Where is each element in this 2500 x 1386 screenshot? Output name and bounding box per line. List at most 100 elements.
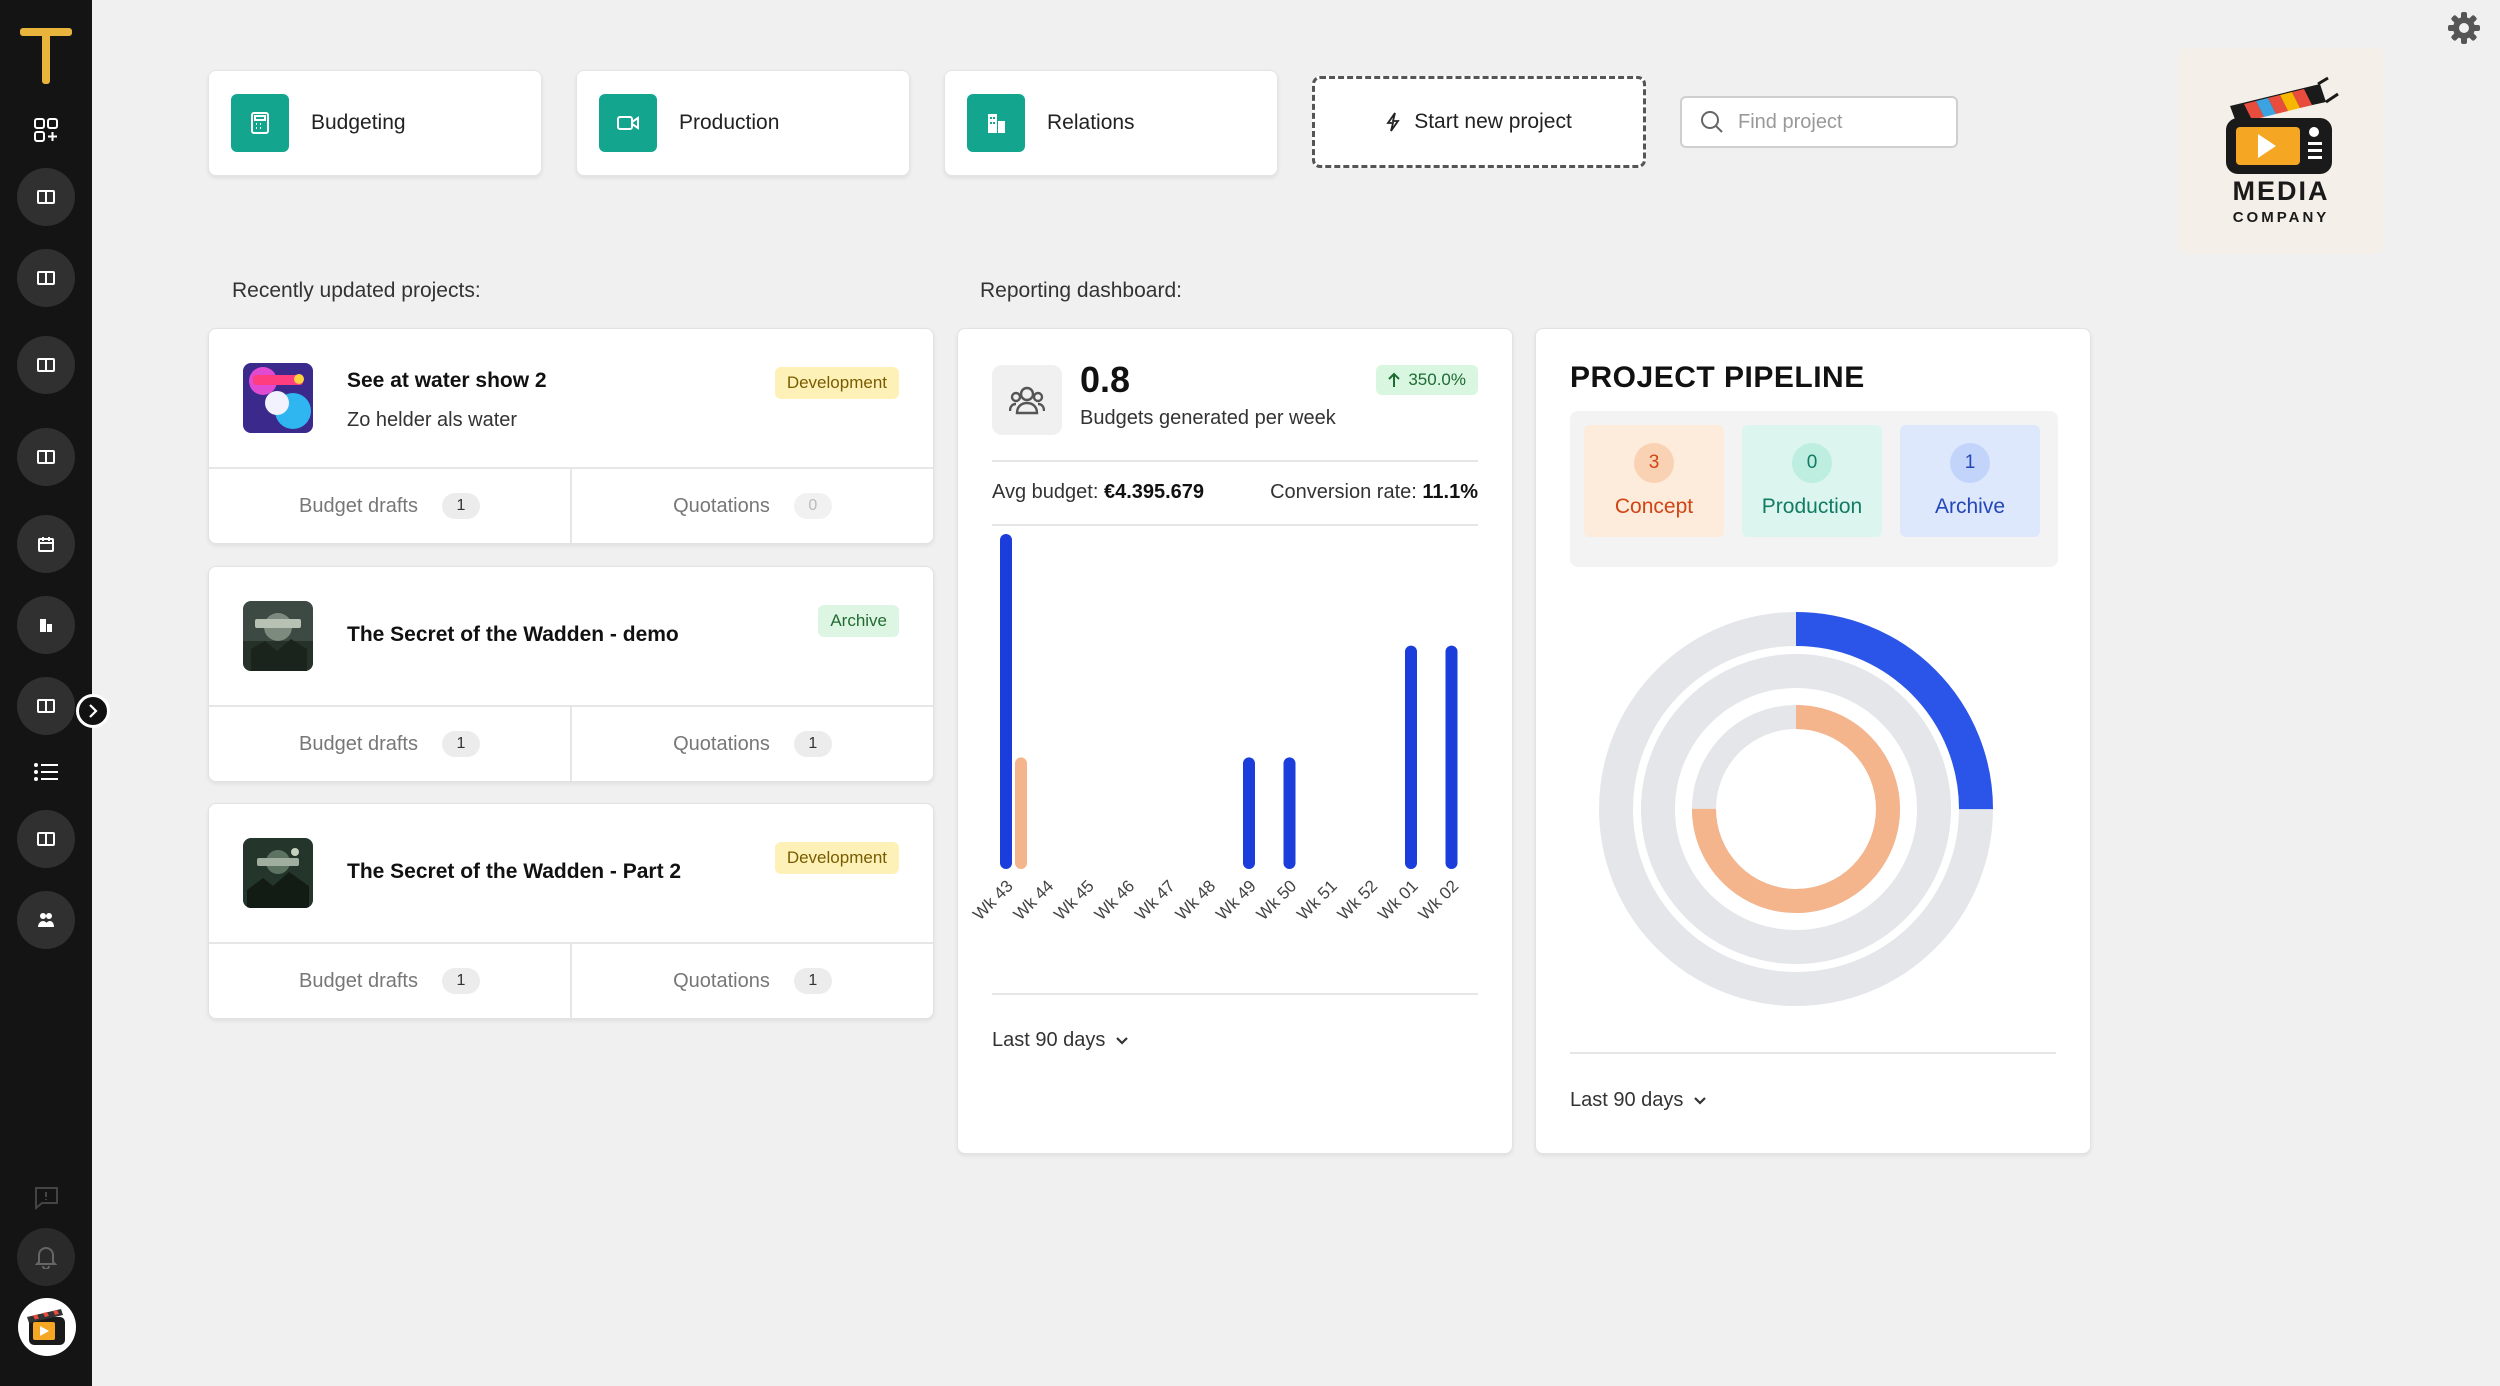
stage-count: 0	[1792, 443, 1832, 483]
user-avatar[interactable]	[18, 1298, 76, 1356]
x-tick-label: Wk 51	[1293, 876, 1341, 924]
search-input[interactable]	[1738, 110, 1938, 134]
chat-icon[interactable]	[26, 1178, 66, 1218]
nav-label-budgeting: Budgeting	[311, 111, 406, 134]
conversion-rate: Conversion rate: 11.1%	[1270, 481, 1478, 504]
stage-label: Concept	[1614, 495, 1694, 518]
building-icon	[967, 94, 1025, 152]
quotations-count: 1	[793, 731, 832, 757]
avg-budget-value: €4.395.679	[1103, 481, 1205, 503]
status-badge: Development	[774, 367, 899, 399]
bar-wk-43-series-1	[1015, 757, 1027, 869]
quotations-link[interactable]: Quotations 1	[570, 944, 933, 1018]
x-tick-label: Wk 50	[1253, 876, 1301, 924]
donut-arc-archive	[1599, 612, 1993, 1006]
list-icon[interactable]	[26, 752, 66, 792]
reporting-period-dropdown[interactable]: Last 90 days	[992, 1029, 1129, 1052]
project-nav-icon-6[interactable]	[17, 810, 75, 868]
budget-drafts-link[interactable]: Budget drafts 1	[209, 944, 570, 1018]
company-logo: MEDIA COMPANY	[2178, 48, 2384, 254]
x-tick-label: Wk 46	[1091, 876, 1139, 924]
x-tick-label: Wk 52	[1334, 876, 1382, 924]
calendar-icon[interactable]	[17, 515, 75, 573]
project-thumbnail	[243, 601, 313, 671]
find-project-search[interactable]	[1680, 96, 1958, 148]
nav-card-budgeting[interactable]: Budgeting	[208, 70, 542, 176]
x-tick-label: Wk 49	[1212, 876, 1260, 924]
start-new-project-button[interactable]: Start new project	[1312, 76, 1646, 168]
project-nav-icon-3[interactable]	[17, 336, 75, 394]
company-name: MEDIA	[2232, 176, 2330, 206]
app-logo[interactable]	[16, 26, 76, 86]
stage-archive[interactable]: 1 Archive	[1900, 425, 2040, 537]
notifications-bell-icon[interactable]	[17, 1228, 75, 1286]
quotations-label: Quotations	[673, 494, 770, 517]
nav-card-relations[interactable]: Relations	[944, 70, 1278, 176]
dashboard-icon[interactable]	[26, 110, 66, 150]
growth-badge: 350.0%	[1376, 365, 1478, 395]
bar-wk-50-series-0	[1283, 757, 1296, 869]
quotations-link[interactable]: Quotations 1	[570, 707, 933, 781]
stage-count: 1	[1950, 443, 1990, 483]
project-subtitle: Zo helder als water	[347, 409, 518, 431]
search-icon	[1701, 111, 1723, 133]
project-pipeline-card: PROJECT PIPELINE 3 Concept 0 Production …	[1535, 328, 2091, 1154]
avg-budget-label: Avg budget:	[992, 481, 1099, 503]
stage-concept[interactable]: 3 Concept	[1584, 425, 1724, 537]
bar-wk-01-series-0	[1405, 645, 1417, 869]
sidebar-toggle-button[interactable]	[76, 694, 110, 728]
project-nav-icon-2[interactable]	[17, 249, 75, 307]
arrow-up-icon	[1388, 372, 1401, 387]
divider	[992, 460, 1478, 462]
bar-wk-02-series-0	[1445, 645, 1458, 869]
project-nav-icon-4[interactable]	[17, 428, 75, 486]
budget-drafts-label: Budget drafts	[299, 732, 418, 755]
period-label: Last 90 days	[992, 1029, 1106, 1051]
budget-drafts-count: 1	[441, 493, 480, 519]
users-icon[interactable]	[17, 891, 75, 949]
company-subtitle: COMPANY	[2232, 209, 2330, 226]
nav-card-production[interactable]: Production	[576, 70, 910, 176]
video-camera-icon	[599, 94, 657, 152]
pipeline-period-dropdown[interactable]: Last 90 days	[1570, 1089, 1707, 1112]
users-group-icon	[992, 365, 1062, 435]
project-nav-icon-5[interactable]	[17, 677, 75, 735]
nav-label-relations: Relations	[1047, 111, 1135, 134]
budget-drafts-count: 1	[441, 731, 480, 757]
divider	[992, 993, 1478, 995]
project-card[interactable]: See at water show 2 Zo helder als water …	[208, 328, 934, 544]
settings-gear-icon[interactable]	[2446, 10, 2482, 46]
conversion-rate-label: Conversion rate:	[1270, 481, 1417, 503]
budget-drafts-count: 1	[441, 968, 480, 994]
reporting-card: 0.8 Budgets generated per week 350.0% Av…	[957, 328, 1513, 1154]
x-tick-label: Wk 45	[1050, 876, 1098, 924]
growth-value: 350.0%	[1408, 370, 1466, 389]
project-title: The Secret of the Wadden - Part 2	[347, 860, 682, 883]
quotations-link[interactable]: Quotations 0	[570, 469, 933, 543]
chevron-down-icon	[1116, 1036, 1129, 1045]
project-card[interactable]: The Secret of the Wadden - demo Archive …	[208, 566, 934, 782]
avg-budget: Avg budget: €4.395.679	[992, 481, 1204, 504]
project-card[interactable]: The Secret of the Wadden - Part 2 Develo…	[208, 803, 934, 1019]
stage-count: 3	[1634, 443, 1674, 483]
budget-drafts-link[interactable]: Budget drafts 1	[209, 707, 570, 781]
project-title: See at water show 2	[347, 369, 547, 392]
chevron-down-icon	[1694, 1096, 1707, 1105]
budgets-per-week-value: 0.8	[1080, 359, 1131, 400]
conversion-rate-value: 11.1%	[1422, 481, 1478, 503]
sidebar	[0, 0, 110, 1386]
quotations-label: Quotations	[673, 969, 770, 992]
divider	[1570, 1052, 2056, 1054]
budgets-per-week-label: Budgets generated per week	[1080, 407, 1336, 429]
budget-drafts-link[interactable]: Budget drafts 1	[209, 469, 570, 543]
nav-label-production: Production	[679, 111, 780, 134]
status-badge: Archive	[818, 605, 899, 637]
relations-icon[interactable]	[17, 596, 75, 654]
x-tick-label: Wk 43	[969, 876, 1017, 924]
donut-arc-concept	[1692, 705, 1900, 913]
stage-production[interactable]: 0 Production	[1742, 425, 1882, 537]
status-badge: Development	[774, 842, 899, 874]
reporting-dashboard-heading: Reporting dashboard:	[980, 279, 1182, 302]
project-nav-icon-1[interactable]	[17, 168, 75, 226]
